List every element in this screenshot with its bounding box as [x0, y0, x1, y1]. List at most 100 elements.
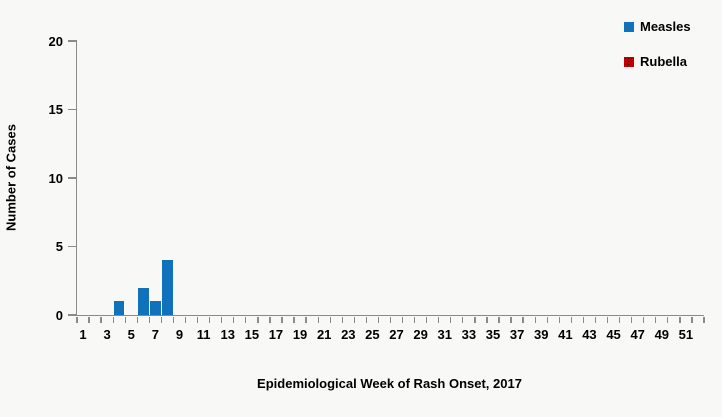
x-axis-tick	[377, 316, 380, 323]
x-axis-tick	[257, 316, 259, 323]
y-axis-tick	[68, 245, 77, 248]
x-tick-label: 49	[654, 327, 670, 342]
x-tick-label: 11	[196, 327, 211, 342]
x-tick-label: 35	[485, 327, 501, 342]
x-axis-tick	[76, 316, 78, 323]
plot-area: 0 5 10 15 20 1 3 5 7 9 11 13 15 17 19 21 23 25 27 29 31 33 35 3…	[49, 34, 705, 342]
x-axis-tick	[691, 316, 693, 323]
x-axis-tick	[148, 316, 150, 323]
x-axis-tick	[184, 316, 187, 323]
x-axis-tick	[667, 316, 669, 323]
x-axis-tick	[631, 316, 633, 323]
x-tick-label: 17	[268, 327, 284, 342]
x-axis-tick	[100, 316, 102, 323]
x-axis-tick	[172, 316, 175, 323]
x-tick-label: 1	[79, 327, 87, 342]
x-axis-tick	[269, 316, 271, 323]
x-axis-tick	[365, 316, 368, 323]
y-tick-label: 10	[48, 170, 63, 186]
x-axis-tick	[245, 316, 247, 323]
y-tick-label: 0	[55, 307, 63, 323]
x-axis-tick	[293, 316, 295, 323]
bar-measles-week-4	[113, 301, 125, 315]
x-tick-label: 33	[461, 327, 477, 342]
x-axis-tick	[558, 316, 560, 323]
x-axis-tick	[112, 316, 114, 323]
x-axis-tick	[221, 316, 223, 323]
x-axis-tick	[438, 316, 440, 323]
x-tick-label: 15	[244, 327, 260, 342]
legend-entry-rubella: Rubella	[624, 54, 691, 69]
x-axis-tick	[679, 316, 681, 323]
x-axis-tick	[401, 316, 404, 323]
x-axis-tick	[474, 316, 476, 323]
x-axis-tick	[618, 316, 621, 323]
y-tick-label: 5	[55, 239, 63, 254]
bar-measles-week-6	[138, 287, 149, 315]
x-axis-tick	[643, 316, 645, 323]
legend-label-rubella: Rubella	[640, 54, 687, 69]
x-axis-tick	[426, 316, 428, 323]
y-tick-label: 15	[48, 102, 63, 117]
x-tick-label: 19	[292, 327, 308, 342]
x-tick-label: 7	[151, 327, 159, 342]
x-tick-label: 39	[533, 327, 549, 342]
x-axis-tick	[341, 316, 343, 323]
x-axis-tick	[498, 316, 500, 323]
x-axis-tick	[160, 316, 163, 323]
x-tick-label: 43	[582, 327, 597, 342]
y-axis-tick	[68, 177, 77, 179]
measles-legend-swatch-icon	[624, 21, 634, 32]
x-axis-tick	[329, 316, 331, 323]
y-tick-label: 20	[48, 33, 63, 49]
x-axis-tick	[606, 316, 609, 323]
y-axis-title: Number of Cases	[3, 124, 19, 231]
bar-measles-week-8	[162, 260, 173, 315]
x-axis-tick	[389, 316, 392, 323]
x-axis-tick	[124, 316, 126, 323]
legend-label-measles: Measles	[640, 19, 691, 34]
x-tick-label: 21	[316, 327, 332, 342]
x-axis-tick	[582, 316, 585, 323]
x-axis-tick	[522, 316, 524, 323]
x-axis-title: Epidemiological Week of Rash Onset, 2017	[257, 376, 522, 391]
x-tick-label: 51	[678, 327, 694, 342]
x-axis-tick	[233, 316, 235, 323]
x-axis-tick	[196, 316, 199, 323]
x-tick-label: 29	[413, 327, 428, 342]
legend: Measles Rubella	[624, 19, 691, 89]
x-axis-tick	[317, 316, 319, 323]
x-axis-tick	[486, 316, 488, 323]
y-axis-tick	[68, 108, 77, 111]
bar-measles-week-7	[150, 301, 161, 315]
x-tick-label: 27	[389, 327, 404, 342]
x-axis-tick	[703, 316, 705, 323]
x-axis-tick	[353, 316, 355, 323]
x-axis-tick	[462, 316, 464, 323]
rubella-legend-swatch-icon	[624, 56, 634, 67]
x-axis-tick	[281, 316, 283, 323]
x-tick-label: 13	[220, 327, 235, 342]
x-axis-tick	[208, 316, 211, 323]
x-tick-label: 5	[127, 327, 135, 342]
x-axis-tick	[655, 316, 657, 323]
x-tick-label: 41	[558, 327, 573, 342]
x-axis-tick	[594, 316, 597, 323]
x-tick-label: 25	[365, 327, 380, 342]
x-axis-tick	[88, 316, 90, 323]
x-axis-tick	[510, 316, 512, 323]
x-axis-tick	[413, 316, 416, 323]
x-axis-tick	[450, 316, 452, 323]
x-tick-label: 9	[175, 327, 184, 342]
legend-entry-measles: Measles	[624, 19, 691, 34]
x-axis-tick	[546, 316, 548, 323]
x-axis-tick	[136, 316, 138, 323]
x-tick-label: 3	[103, 327, 111, 342]
x-axis-tick	[570, 316, 572, 323]
x-tick-label: 31	[437, 327, 452, 342]
y-axis-tick	[68, 314, 77, 316]
x-tick-label: 37	[509, 327, 525, 342]
x-axis-tick	[305, 316, 307, 323]
x-tick-label: 47	[630, 327, 645, 342]
